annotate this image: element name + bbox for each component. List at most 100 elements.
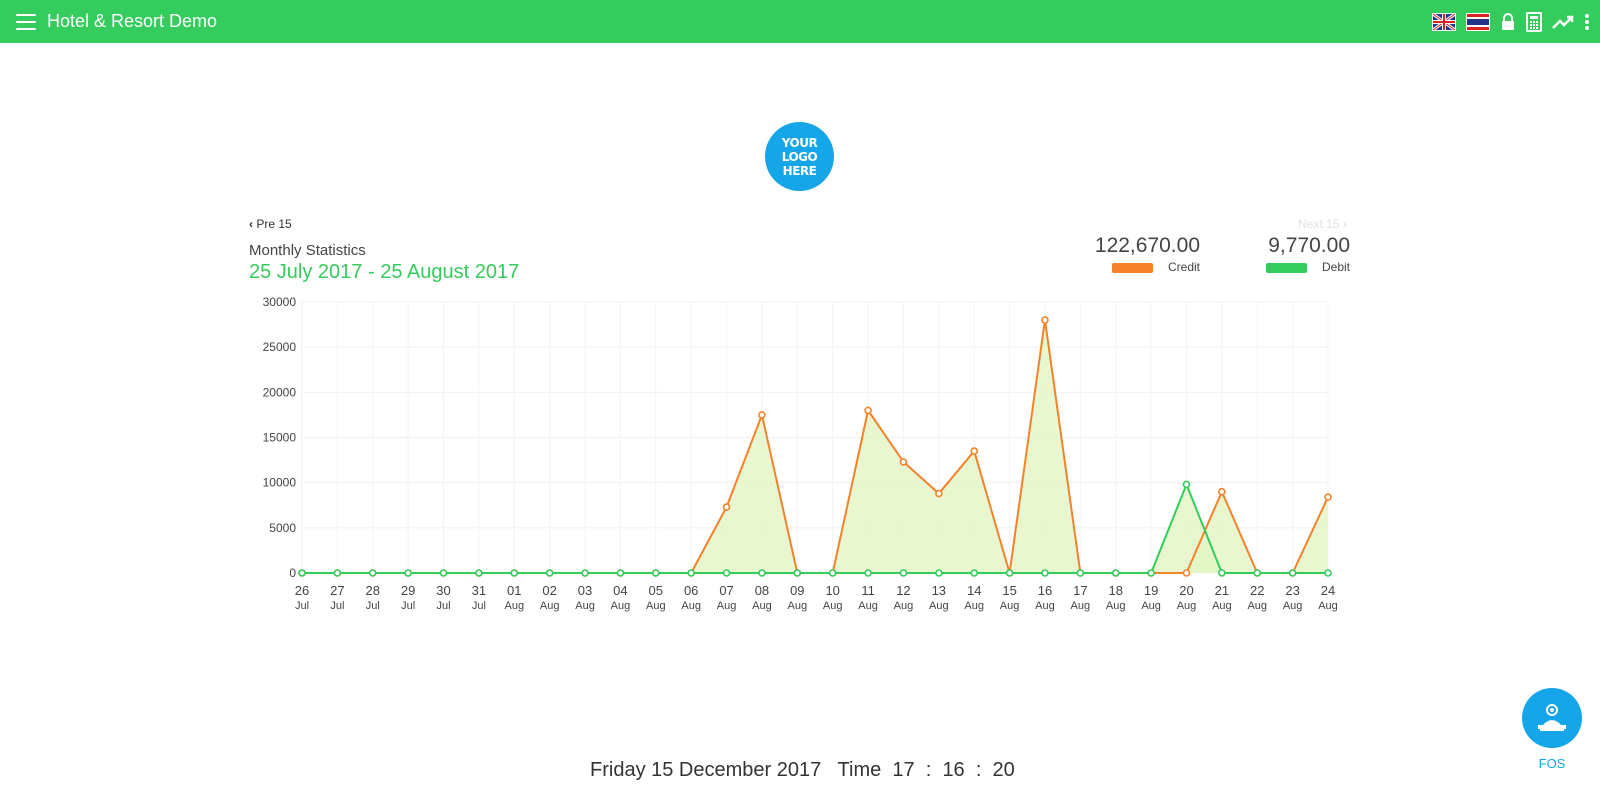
debit-legend-swatch xyxy=(1266,263,1307,273)
debit-legend-label: Debit xyxy=(1322,260,1351,274)
data-point-debit xyxy=(793,569,802,577)
x-tick-day: 11 xyxy=(861,583,875,598)
x-tick-day: 26 xyxy=(295,583,309,598)
y-tick-label: 10000 xyxy=(263,476,297,490)
y-tick-label: 25000 xyxy=(263,340,297,354)
x-tick-month: Aug xyxy=(929,600,949,612)
fos-label: FOS xyxy=(1538,756,1566,771)
x-tick-day: 17 xyxy=(1073,583,1087,598)
x-tick-month: Aug xyxy=(1247,600,1267,612)
x-tick-month: Jul xyxy=(401,600,415,612)
credit-total: 122,670.00 xyxy=(1094,234,1200,257)
data-point-credit xyxy=(758,411,766,419)
data-point-debit xyxy=(616,569,625,577)
x-tick-day: 14 xyxy=(967,583,981,598)
footer-second: 20 xyxy=(992,759,1015,781)
x-tick-month: Aug xyxy=(681,600,701,612)
footer-hour: 17 xyxy=(892,759,915,781)
x-tick-day: 04 xyxy=(613,583,627,598)
y-tick-label: 30000 xyxy=(263,295,297,309)
x-tick-day: 06 xyxy=(684,583,698,598)
footer-date: Friday 15 December 2017 xyxy=(590,759,822,781)
data-point-debit xyxy=(1147,569,1155,577)
x-tick-day: 19 xyxy=(1144,583,1158,598)
credit-legend-swatch xyxy=(1112,263,1153,273)
data-point-debit xyxy=(439,569,448,577)
x-tick-month: Aug xyxy=(894,600,914,612)
data-point-debit xyxy=(651,569,660,577)
x-tick-month: Jul xyxy=(330,600,344,612)
menu-icon[interactable] xyxy=(16,14,36,30)
x-tick-day: 02 xyxy=(542,583,556,598)
data-point-credit xyxy=(1218,487,1226,496)
thai-flag-icon[interactable] xyxy=(1466,13,1490,31)
data-point-credit xyxy=(1324,493,1332,501)
logo-line-3: HERE xyxy=(782,163,817,178)
x-tick-month: Aug xyxy=(1283,600,1303,612)
x-tick-day: 24 xyxy=(1321,583,1335,598)
x-tick-day: 18 xyxy=(1108,583,1122,598)
app-title: Hotel & Resort Demo xyxy=(47,11,218,31)
data-point-credit xyxy=(935,489,943,498)
footer-datetime: Friday 15 December 2017 Time 17 : 16 : 2… xyxy=(590,759,1015,782)
logo-line-2: LOGO xyxy=(781,149,818,164)
footer-time-label: Time xyxy=(837,759,882,781)
x-tick-month: Aug xyxy=(1106,600,1126,612)
x-tick-month: Aug xyxy=(788,600,808,612)
data-point-debit xyxy=(722,569,731,577)
footer-minute: 16 xyxy=(942,759,965,781)
data-point-debit xyxy=(298,569,306,577)
top-bar: Hotel & Resort Demo xyxy=(0,0,1600,43)
pre-15-link[interactable]: ‹ Pre 15 xyxy=(249,217,292,231)
x-tick-month: Aug xyxy=(1318,600,1338,612)
x-tick-month: Aug xyxy=(1141,600,1161,612)
x-tick-month: Aug xyxy=(717,600,737,612)
x-tick-day: 21 xyxy=(1215,583,1229,598)
x-tick-month: Aug xyxy=(504,600,524,612)
x-tick-month: Aug xyxy=(1035,600,1055,612)
data-point-debit xyxy=(545,569,554,577)
x-tick-month: Aug xyxy=(1000,600,1020,612)
more-vert-icon[interactable] xyxy=(1584,13,1590,31)
lock-icon[interactable] xyxy=(1500,13,1516,31)
data-point-debit xyxy=(864,569,872,577)
data-point-debit xyxy=(333,569,342,577)
footer-sep-1: : xyxy=(925,759,932,781)
uk-flag-icon[interactable] xyxy=(1432,13,1456,31)
x-tick-day: 23 xyxy=(1285,583,1299,598)
x-tick-month: Aug xyxy=(823,600,843,612)
data-point-credit xyxy=(1182,569,1191,577)
x-tick-day: 07 xyxy=(719,583,733,598)
data-point-debit xyxy=(970,569,979,577)
footer-sep-2: : xyxy=(975,759,982,781)
x-tick-month: Aug xyxy=(752,600,772,612)
fos-button[interactable] xyxy=(1522,688,1582,748)
x-tick-month: Aug xyxy=(1177,600,1197,612)
data-point-debit xyxy=(935,569,943,577)
y-tick-label: 15000 xyxy=(263,431,297,445)
data-point-credit xyxy=(970,447,979,455)
x-tick-day: 05 xyxy=(649,583,663,598)
x-tick-month: Aug xyxy=(1212,600,1232,612)
x-tick-day: 20 xyxy=(1179,583,1193,598)
data-point-credit xyxy=(864,406,872,415)
x-tick-day: 27 xyxy=(330,583,344,598)
data-point-debit xyxy=(1253,569,1262,577)
calculator-icon[interactable] xyxy=(1526,12,1542,32)
x-tick-month: Jul xyxy=(436,600,450,612)
series-line-debit xyxy=(302,481,1328,574)
x-tick-month: Aug xyxy=(646,600,666,612)
stats-title: Monthly Statistics xyxy=(249,242,366,259)
x-tick-day: 22 xyxy=(1250,583,1264,598)
data-point-debit xyxy=(1288,569,1297,577)
data-point-debit xyxy=(687,569,695,577)
series-area-debit xyxy=(302,484,1328,573)
x-tick-month: Aug xyxy=(964,600,984,612)
data-point-debit xyxy=(581,569,589,577)
x-tick-month: Jul xyxy=(295,600,309,612)
data-point-credit xyxy=(722,503,731,511)
x-tick-month: Aug xyxy=(858,600,878,612)
x-tick-month: Jul xyxy=(366,600,380,612)
data-point-debit xyxy=(475,569,483,577)
trending-up-icon[interactable] xyxy=(1552,14,1574,30)
